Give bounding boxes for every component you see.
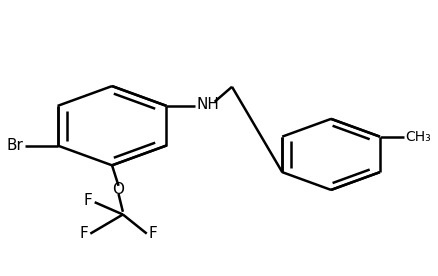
Text: NH: NH xyxy=(196,97,219,112)
Text: Br: Br xyxy=(6,138,23,153)
Text: F: F xyxy=(148,226,157,241)
Text: F: F xyxy=(79,226,88,241)
Text: O: O xyxy=(112,182,124,197)
Text: CH₃: CH₃ xyxy=(405,130,430,144)
Text: F: F xyxy=(84,193,92,208)
